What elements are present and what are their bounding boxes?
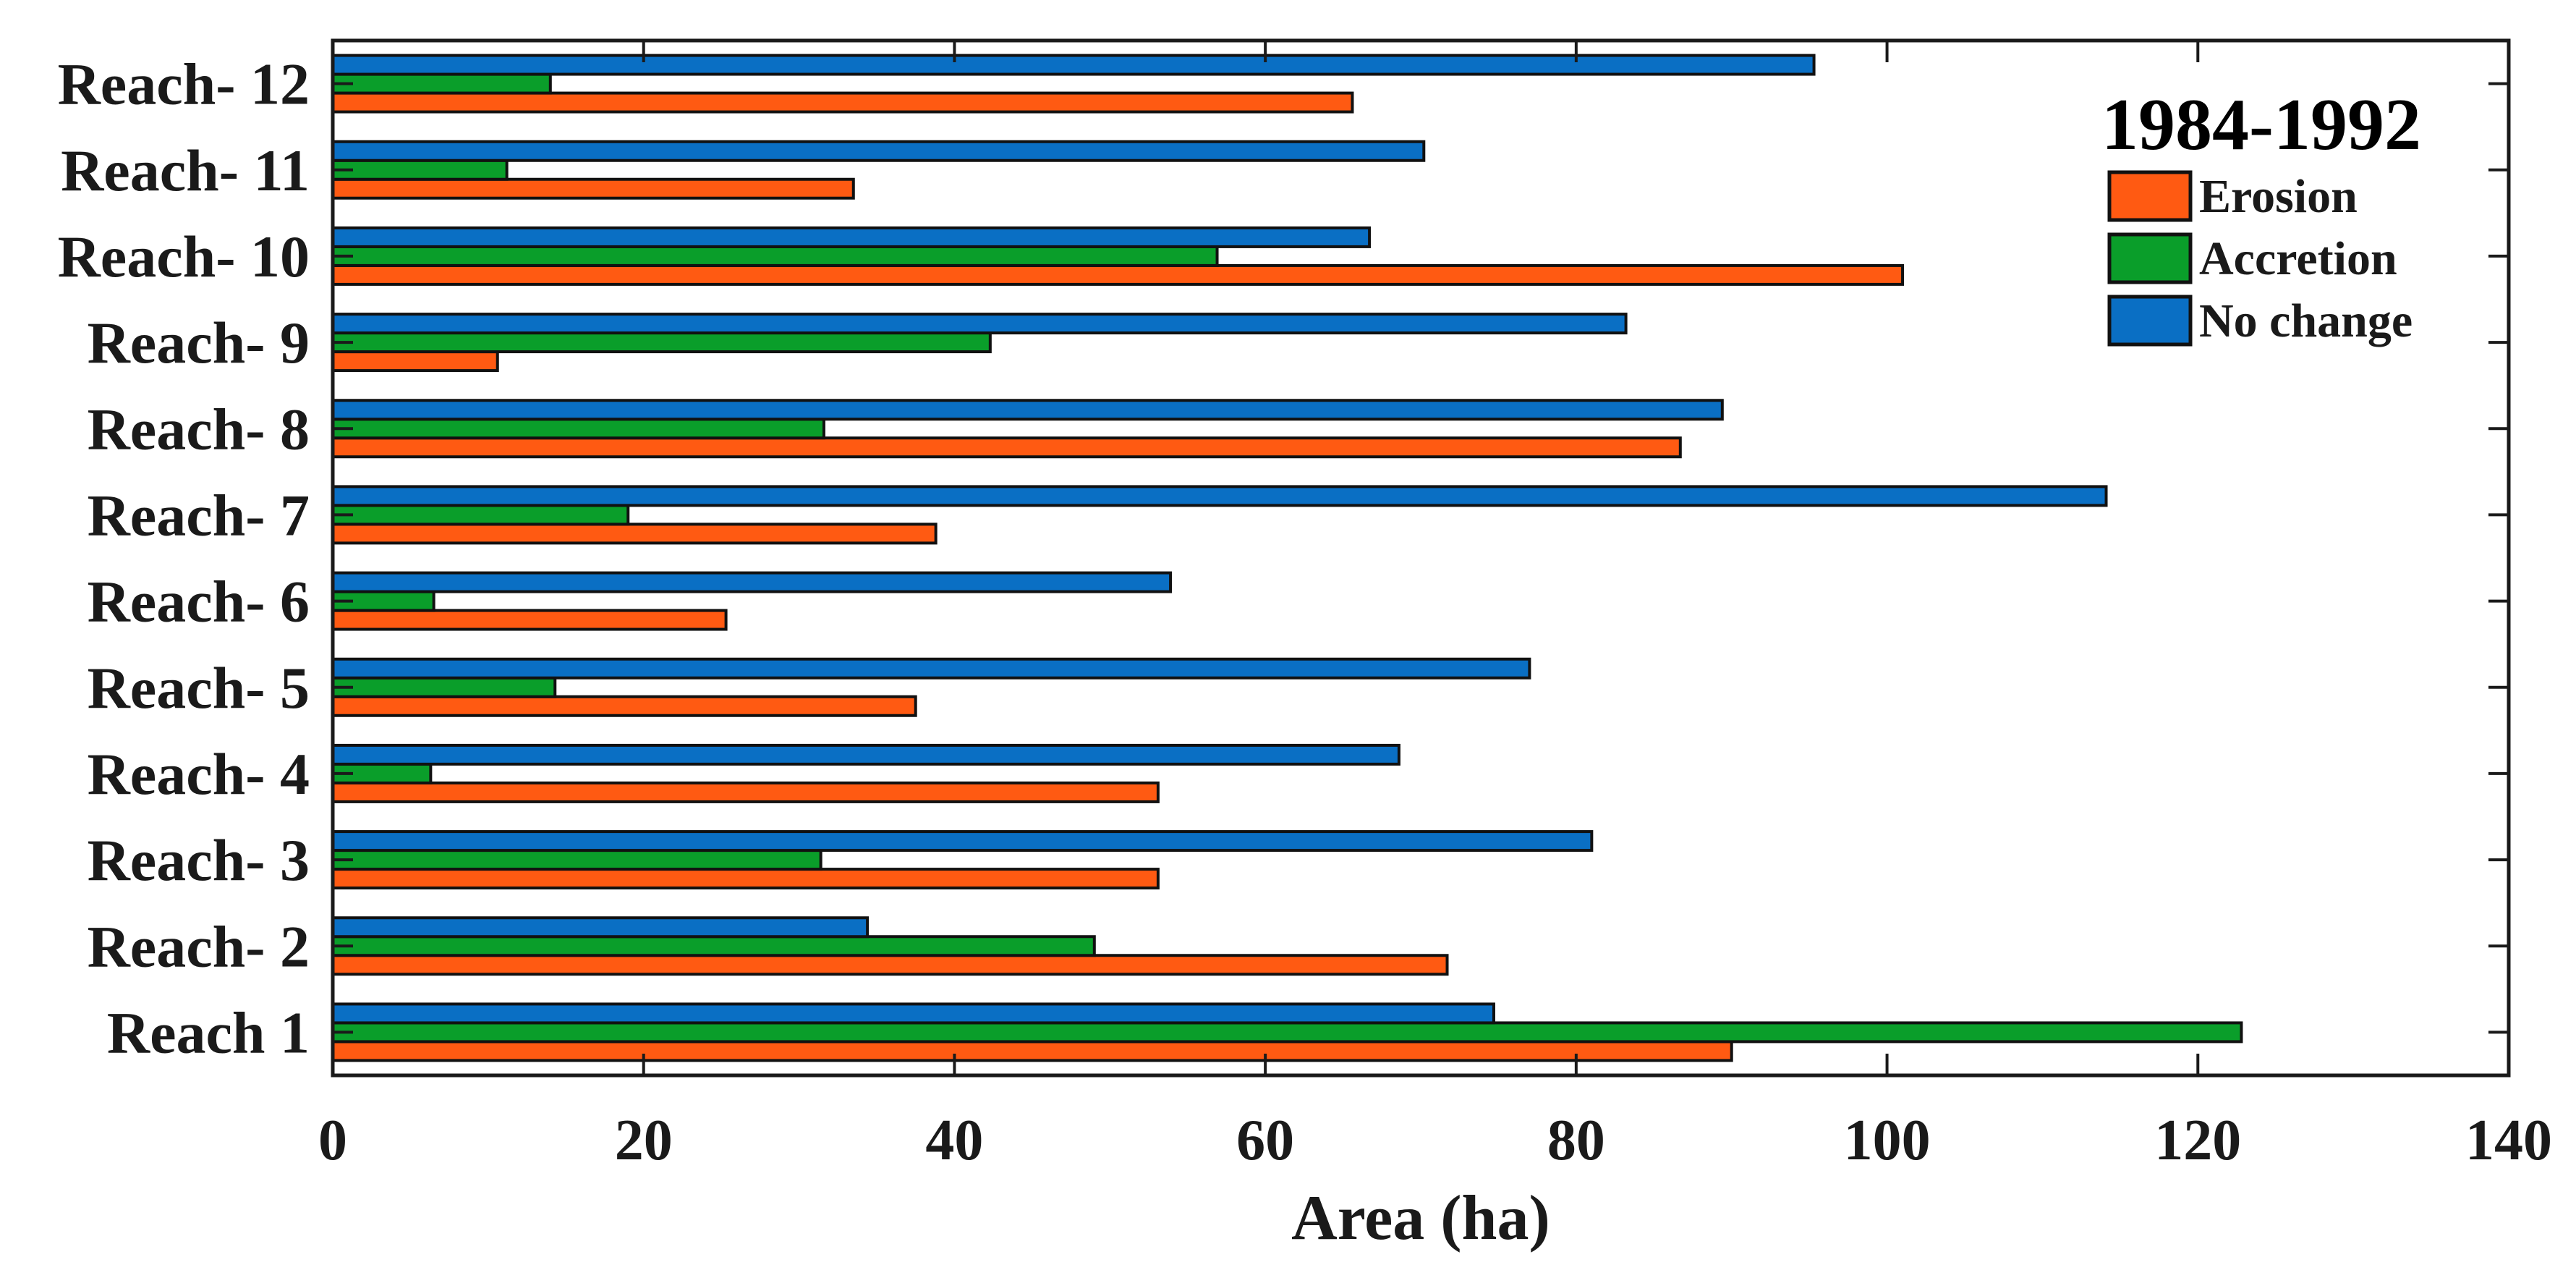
bar-erosion-reach-6 (331, 609, 728, 631)
bar-no-change-reach-4 (331, 743, 1400, 766)
bar-accretion-reach-5 (331, 676, 557, 698)
bar-no-change-reach-12 (331, 54, 1816, 76)
x-axis-title: Area (ha) (1291, 1183, 1550, 1253)
bar-erosion-reach-2 (331, 954, 1449, 976)
bar-accretion-reach-3 (331, 849, 822, 871)
y-tick-label: Reach- 6 (88, 569, 310, 635)
legend-label-erosion: Erosion (2199, 170, 2358, 223)
y-tick-label: Reach- 8 (88, 396, 310, 462)
bar-accretion-reach-8 (331, 418, 825, 440)
x-tick-label: 0 (318, 1109, 347, 1172)
bar-no-change-reach-10 (331, 226, 1372, 248)
x-tick-label: 40 (925, 1109, 983, 1172)
y-tick-label: Reach 1 (107, 999, 310, 1065)
bar-no-change-reach-11 (331, 140, 1426, 162)
x-tick-label: 80 (1547, 1109, 1605, 1172)
y-tick-label: Reach- 3 (88, 827, 310, 893)
tick-labels-group: Reach 1 Reach- 2 Reach- 3 Reach- 4 Reach- 5 R… (58, 51, 2552, 1172)
legend: 1984-1992 Erosion Accretion No change (2101, 84, 2421, 347)
y-tick-label: Reach- 5 (88, 655, 310, 721)
bar-no-change-reach-6 (331, 571, 1173, 593)
x-tick-label: 120 (2154, 1109, 2241, 1172)
bar-accretion-reach-2 (331, 935, 1096, 957)
bar-no-change-reach-8 (331, 399, 1724, 421)
bar-erosion-reach-9 (331, 350, 499, 373)
bar-erosion-reach-12 (331, 91, 1354, 114)
y-tick-label: Reach- 10 (58, 224, 310, 289)
bar-no-change-reach-3 (331, 830, 1594, 852)
legend-title: 1984-1992 (2101, 84, 2421, 166)
axes-frame (331, 38, 2511, 1078)
bar-accretion-reach-7 (331, 504, 630, 526)
bar-no-change-reach-5 (331, 657, 1531, 680)
bar-no-change-reach-7 (331, 485, 2108, 507)
bar-accretion-reach-1 (331, 1021, 2243, 1044)
y-tick-label: Reach- 9 (88, 310, 310, 376)
bar-erosion-reach-8 (331, 436, 1682, 459)
bar-no-change-reach-9 (331, 313, 1628, 335)
bar-accretion-reach-9 (331, 331, 992, 354)
bar-erosion-reach-7 (331, 522, 938, 545)
bar-accretion-reach-12 (331, 72, 552, 95)
bar-erosion-reach-11 (331, 177, 855, 200)
y-tick-label: Reach- 11 (61, 137, 310, 203)
bar-accretion-reach-10 (331, 245, 1219, 267)
bar-erosion-reach-5 (331, 695, 917, 717)
bar-accretion-reach-11 (331, 158, 509, 181)
legend-label-no-change: No change (2199, 295, 2413, 347)
legend-label-accretion: Accretion (2199, 232, 2397, 285)
legend-swatch-no-change (2107, 295, 2193, 347)
y-tick-label: Reach- 7 (88, 482, 310, 548)
bar-no-change-reach-2 (331, 916, 870, 939)
bar-erosion-reach-3 (331, 868, 1160, 890)
x-tick-label: 60 (1236, 1109, 1294, 1172)
y-tick-label: Reach- 2 (88, 913, 310, 979)
legend-swatch-accretion (2107, 232, 2193, 284)
bar-no-change-reach-1 (331, 1002, 1495, 1025)
x-tick-label: 140 (2465, 1109, 2552, 1172)
x-tick-label: 100 (1844, 1109, 1931, 1172)
bar-erosion-reach-1 (331, 1040, 1733, 1062)
x-tick-label: 20 (615, 1109, 673, 1172)
bar-erosion-reach-10 (331, 263, 1905, 286)
bar-erosion-reach-4 (331, 781, 1160, 803)
y-tick-label: Reach- 12 (58, 51, 310, 117)
legend-swatch-erosion (2107, 170, 2193, 222)
y-tick-label: Reach- 4 (88, 741, 310, 807)
